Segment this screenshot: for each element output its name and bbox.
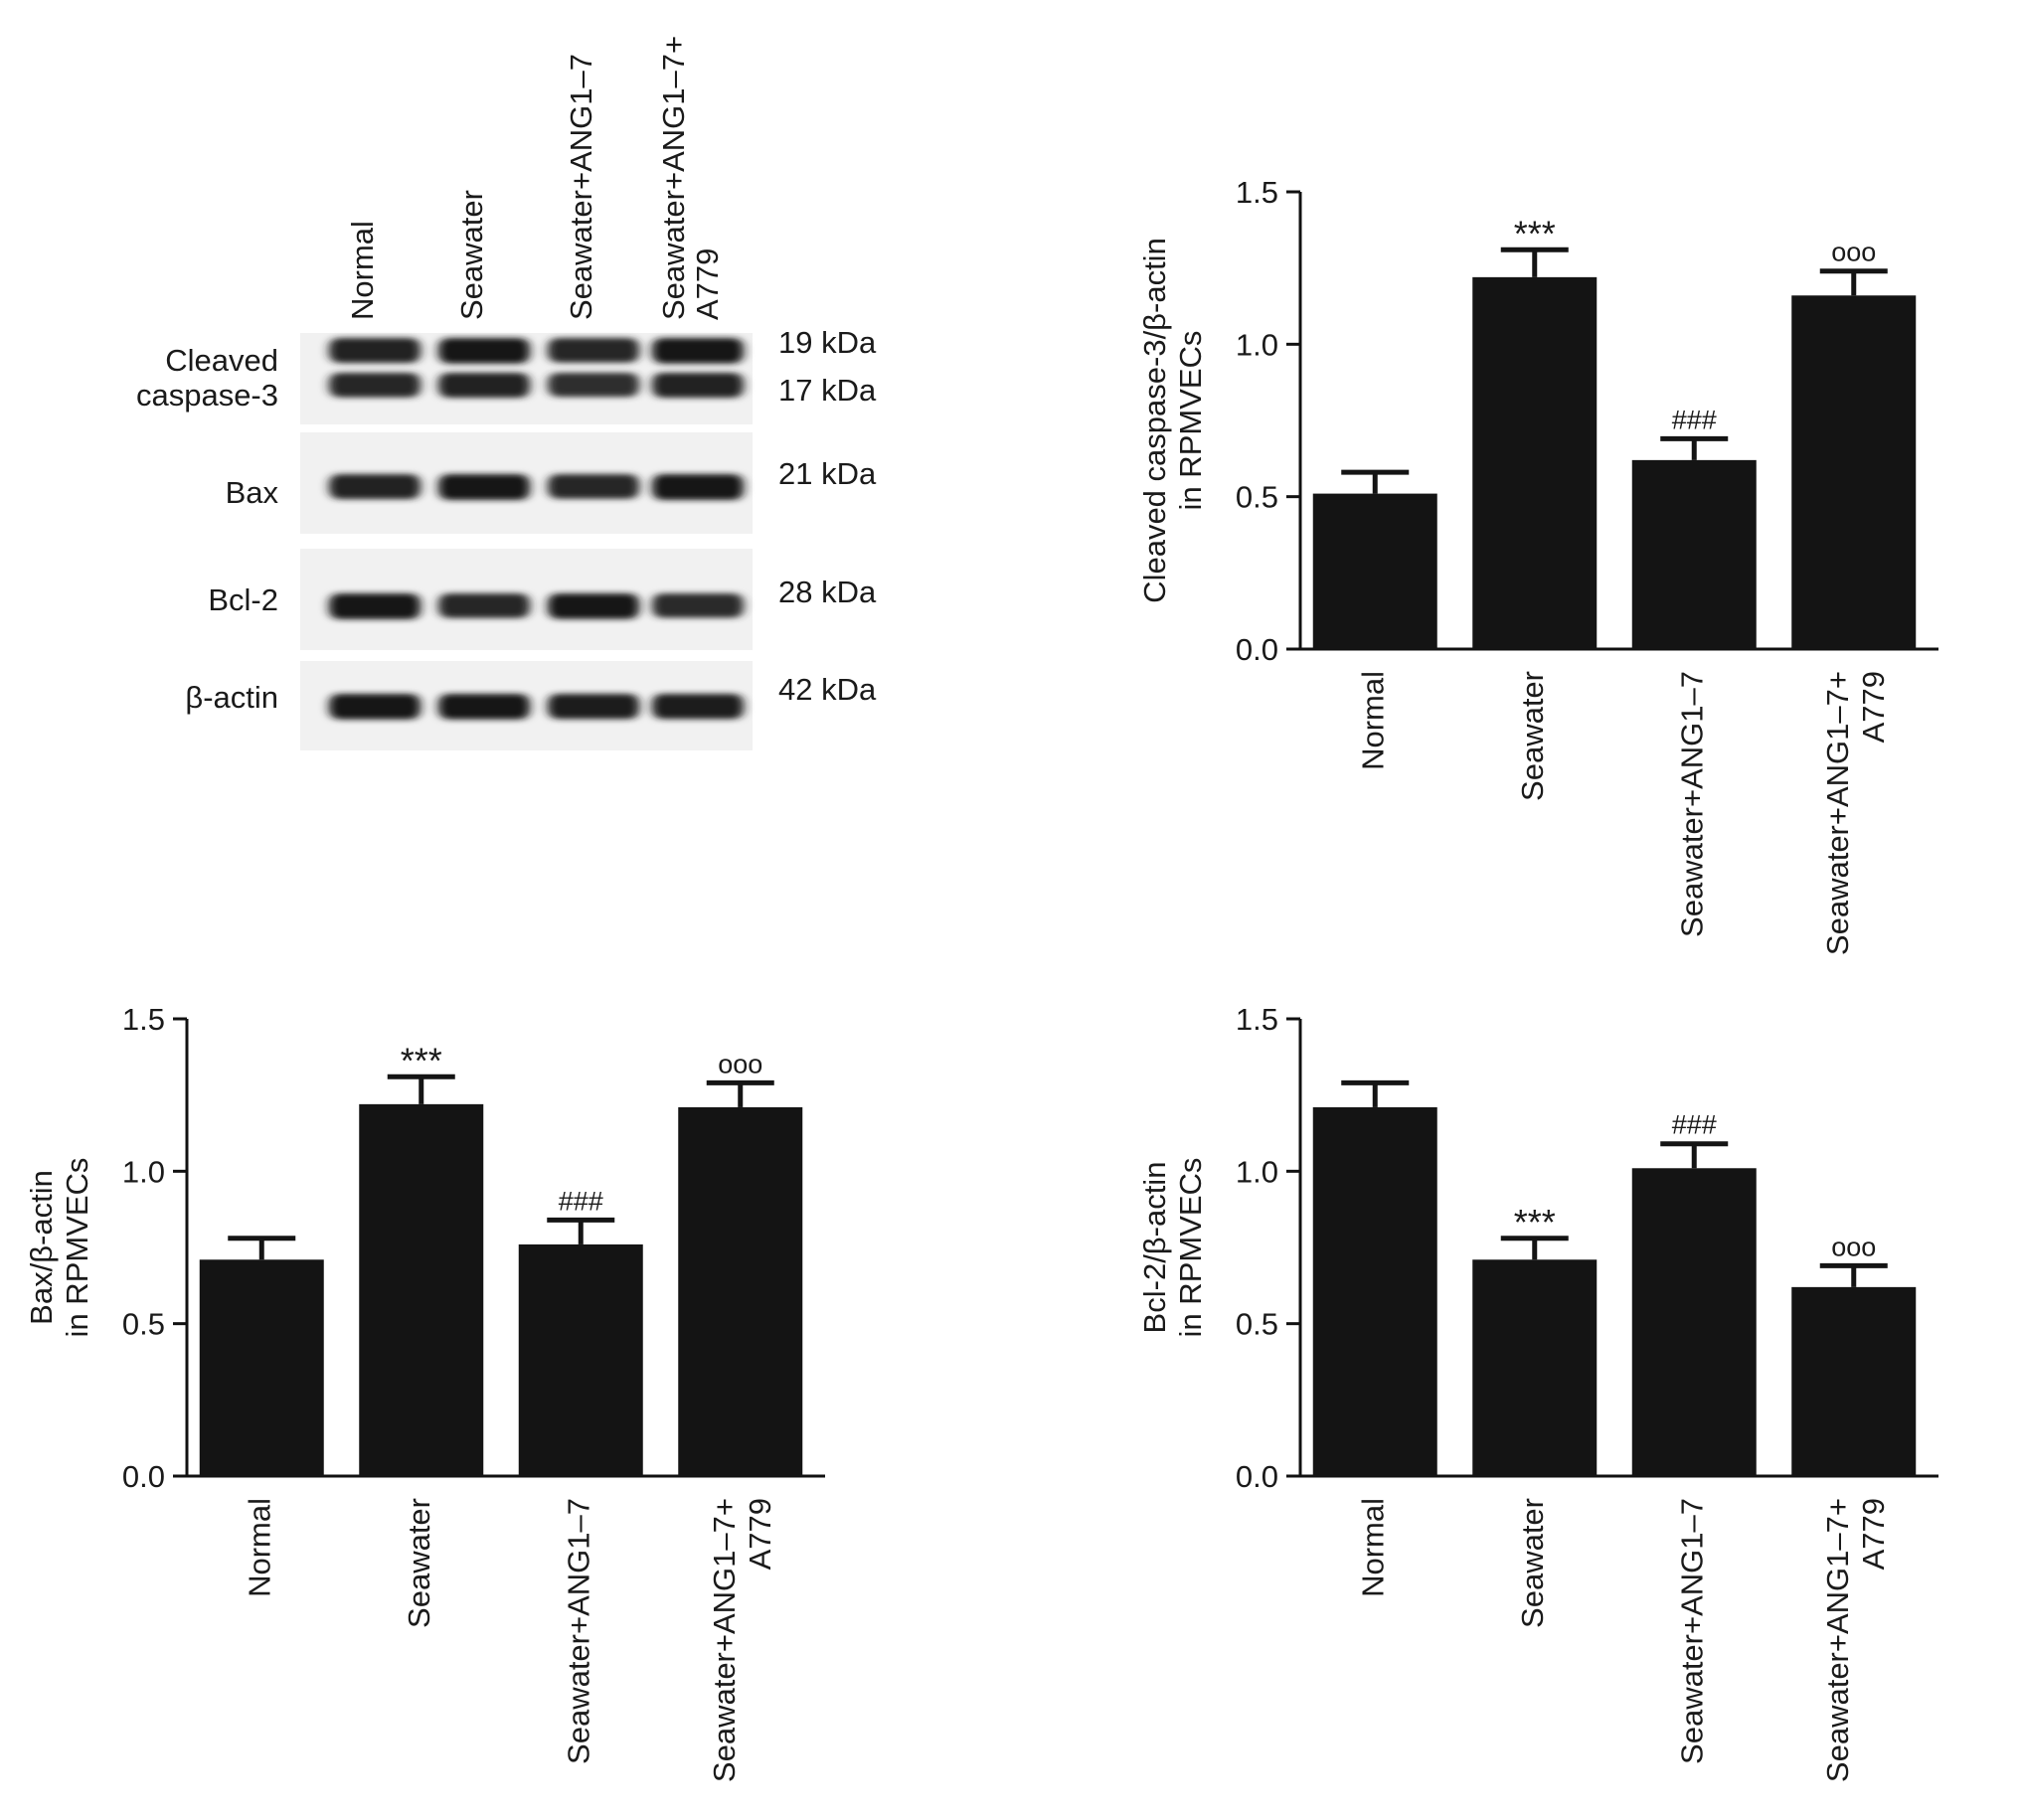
blot-band	[548, 593, 639, 619]
blot-band	[438, 338, 530, 364]
significance-marker: ooo	[1831, 238, 1876, 267]
blot-row: Bcl-2 28 kDa	[208, 549, 877, 650]
blot-band	[329, 593, 421, 619]
protein-label: Cleaved	[165, 343, 278, 378]
protein-label: Bcl-2	[208, 582, 278, 617]
blot-band	[329, 474, 421, 500]
y-axis-label: in RPMVECs	[1173, 331, 1208, 511]
blot-band	[438, 593, 530, 618]
y-tick-label: 0.0	[1236, 632, 1278, 667]
chart-cleaved-caspase3: 0.0 0.5 1.0 1.5 Cleaved caspase-3/β-actin in …	[1137, 175, 1938, 955]
molecular-weight-label: 17 kDa	[778, 373, 877, 408]
blot-band	[548, 373, 639, 398]
y-axis-label: Bax/β-actin	[24, 1170, 59, 1325]
molecular-weight-label: 19 kDa	[778, 325, 877, 360]
significance-marker: ###	[559, 1186, 603, 1216]
x-tick-label: Seawater	[1515, 671, 1550, 801]
y-tick-label: 1.0	[122, 1154, 165, 1189]
bar	[359, 1103, 484, 1476]
x-tick-label: Normal	[242, 1498, 276, 1597]
blot-band	[652, 373, 744, 399]
significance-marker: ###	[1672, 405, 1717, 434]
lane-label: Seawater+ANG1–7	[564, 54, 598, 320]
bar	[199, 1259, 324, 1476]
bar	[1791, 295, 1917, 649]
x-tick-label: Seawater+ANG1–7	[561, 1498, 595, 1764]
y-tick-label: 1.0	[1236, 327, 1278, 362]
significance-marker: ooo	[718, 1049, 762, 1078]
protein-label: β-actin	[185, 680, 278, 715]
molecular-weight-label: 28 kDa	[778, 575, 877, 609]
y-tick-label: 0.0	[1236, 1459, 1278, 1494]
blot-row: Bax 21 kDa	[226, 432, 877, 534]
blot-band	[438, 474, 530, 500]
lane-label: Normal	[345, 221, 380, 320]
x-tick-label: Normal	[1355, 671, 1390, 770]
blot-band	[652, 694, 744, 720]
blot-band	[652, 593, 744, 618]
x-tick-label: Normal	[1355, 1498, 1390, 1597]
chart-bax: 0.0 0.5 1.0 1.5 Bax/β-actin in RPMVECs Normal *…	[24, 1002, 825, 1782]
blot-band	[548, 694, 639, 720]
blot-band	[329, 338, 421, 364]
bar	[1791, 1286, 1917, 1476]
y-axis-label: Bcl-2/β-actin	[1137, 1162, 1172, 1334]
blot-band	[329, 373, 421, 398]
chart-bcl2: 0.0 0.5 1.0 1.5 Bcl-2/β-actin in RPMVECs Norma…	[1137, 1002, 1938, 1782]
x-tick-label: Seawater	[402, 1498, 436, 1628]
protein-label: Bax	[226, 475, 279, 510]
bar	[518, 1243, 643, 1476]
significance-marker: ###	[1672, 1110, 1717, 1140]
y-tick-label: 1.0	[1236, 1154, 1278, 1189]
blot-band	[652, 338, 744, 364]
lane-label: A779	[690, 248, 725, 320]
blot-row: β-actin 42 kDa	[185, 661, 877, 750]
bar	[1472, 1259, 1598, 1476]
bar	[1631, 459, 1757, 649]
x-tick-label: A779	[1856, 1498, 1891, 1570]
x-tick-label: Seawater+ANG1–7	[1674, 1498, 1709, 1764]
x-tick-label: Seawater+ANG1–7+	[707, 1498, 742, 1782]
significance-marker: ooo	[1831, 1232, 1876, 1261]
blot-band	[438, 694, 530, 720]
x-tick-label: Seawater	[1515, 1498, 1550, 1628]
x-tick-label: Seawater+ANG1–7	[1674, 671, 1709, 937]
y-tick-label: 0.5	[1236, 480, 1278, 515]
x-tick-label: A779	[1856, 671, 1891, 743]
significance-marker: ***	[1514, 213, 1556, 253]
bar	[1472, 276, 1598, 649]
bar	[1631, 1168, 1757, 1476]
lane-label: Seawater+ANG1–7+	[656, 36, 691, 320]
y-tick-label: 1.5	[1236, 175, 1278, 210]
y-tick-label: 0.5	[1236, 1307, 1278, 1342]
y-tick-label: 1.5	[122, 1002, 165, 1037]
blot-band	[548, 338, 639, 363]
western-blot-panel: Normal Seawater Seawater+ANG1–7 Seawater+AN…	[136, 36, 877, 750]
bar	[1312, 1106, 1437, 1476]
blot-band	[652, 474, 744, 500]
y-tick-label: 1.5	[1236, 1002, 1278, 1037]
bar	[678, 1106, 803, 1476]
significance-marker: ***	[1514, 1202, 1556, 1242]
lane-labels: Normal Seawater Seawater+ANG1–7 Seawater+AN…	[345, 36, 725, 320]
protein-label: caspase-3	[136, 378, 278, 413]
blot-band	[438, 373, 530, 399]
x-tick-label: A779	[743, 1498, 777, 1570]
lane-label: Seawater	[454, 190, 489, 320]
y-tick-label: 0.5	[122, 1307, 165, 1342]
significance-marker: ***	[401, 1040, 442, 1080]
molecular-weight-label: 42 kDa	[778, 672, 877, 707]
y-axis-label: in RPMVECs	[1173, 1158, 1208, 1338]
x-tick-label: Seawater+ANG1–7+	[1820, 671, 1855, 955]
y-axis-label: in RPMVECs	[60, 1158, 94, 1338]
bar	[1312, 493, 1437, 649]
y-tick-label: 0.0	[122, 1459, 165, 1494]
blot-band	[548, 474, 639, 499]
molecular-weight-label: 21 kDa	[778, 456, 877, 491]
blot-band	[329, 694, 421, 720]
y-axis-label: Cleaved caspase-3/β-actin	[1137, 238, 1172, 603]
x-tick-label: Seawater+ANG1–7+	[1820, 1498, 1855, 1782]
